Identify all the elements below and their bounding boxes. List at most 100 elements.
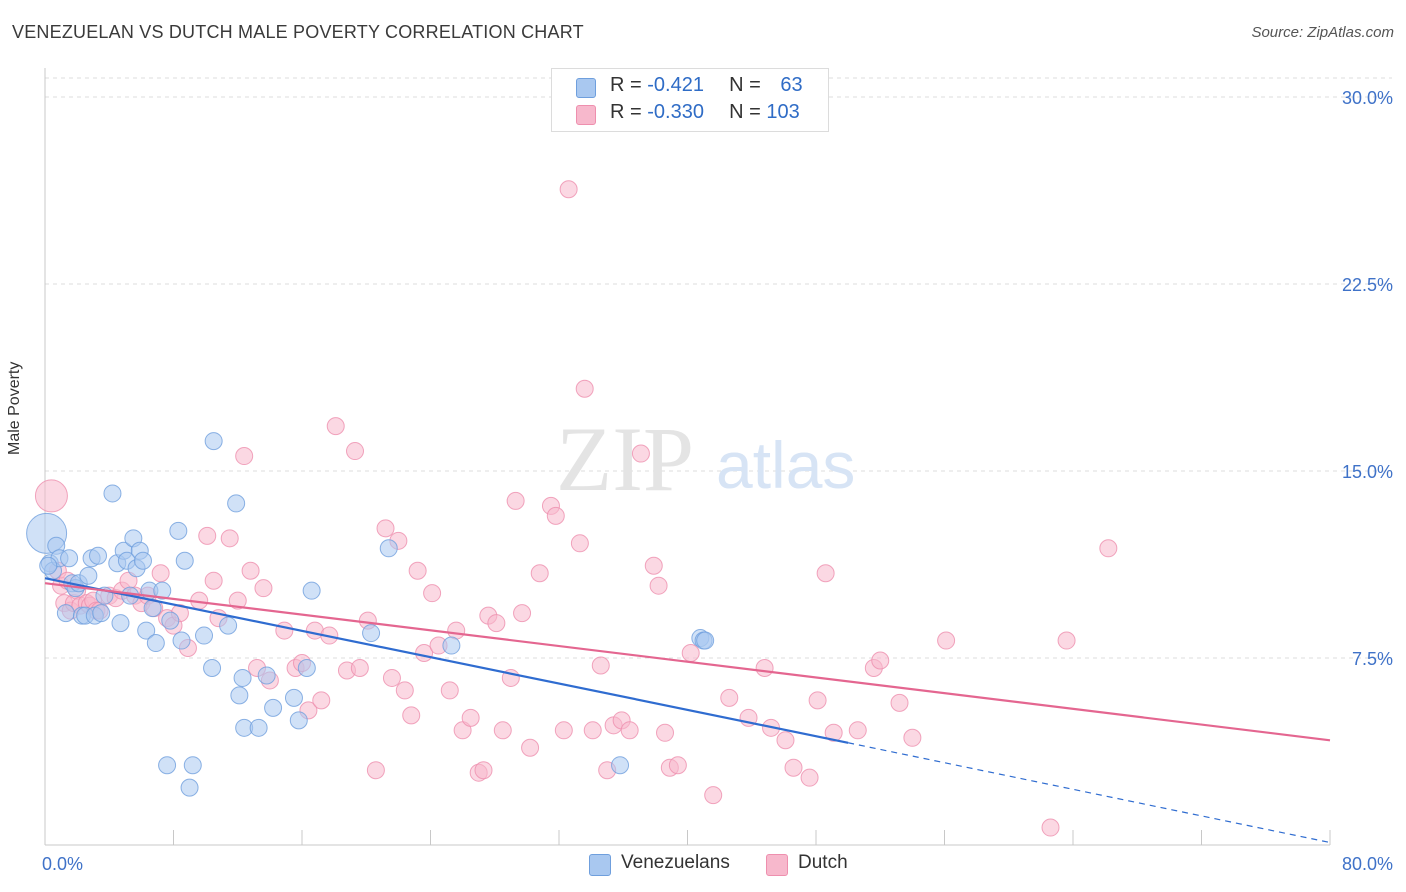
dutch-point bbox=[668, 756, 687, 775]
legend-swatch-dutch bbox=[576, 105, 596, 125]
dutch-point bbox=[903, 728, 922, 747]
dutch-point bbox=[808, 691, 827, 710]
y-tick-label: 7.5% bbox=[1352, 649, 1393, 669]
dutch-point bbox=[402, 706, 421, 725]
venezuelans-point bbox=[111, 614, 130, 633]
venezuelans-point bbox=[56, 604, 75, 623]
venezuelans-point bbox=[195, 626, 214, 645]
dutch-point bbox=[1057, 631, 1076, 650]
dutch-point bbox=[408, 561, 427, 580]
venezuelans-point bbox=[362, 624, 381, 643]
venezuelans-point bbox=[180, 778, 199, 797]
venezuelans-point bbox=[137, 621, 156, 640]
dutch-point bbox=[275, 621, 294, 640]
dutch-point bbox=[824, 723, 843, 742]
venezuelans-point bbox=[379, 539, 398, 558]
dutch-point bbox=[461, 708, 480, 727]
dutch-trendline bbox=[44, 582, 1331, 742]
legend-r-label: R = bbox=[610, 101, 648, 123]
legend-r-value-venezuelans: -0.421 bbox=[647, 74, 704, 96]
x-tick-label: 0.0% bbox=[42, 854, 83, 874]
watermark-zip: ZIP bbox=[556, 408, 694, 510]
dutch-point bbox=[204, 571, 223, 590]
venezuelans-point bbox=[204, 432, 223, 451]
dutch-point bbox=[649, 576, 668, 595]
dutch-point bbox=[376, 519, 395, 538]
legend-n-label: N = bbox=[729, 101, 767, 123]
venezuelans-point bbox=[133, 551, 152, 570]
dutch-point bbox=[1041, 818, 1060, 837]
dutch-point bbox=[776, 731, 795, 750]
dutch-point bbox=[937, 631, 956, 650]
dutch-point bbox=[487, 614, 506, 633]
dutch-point bbox=[583, 721, 602, 740]
dutch-point bbox=[366, 761, 385, 780]
y-tick-label: 30.0% bbox=[1342, 88, 1393, 108]
venezuelans-point bbox=[146, 634, 165, 653]
dutch-point bbox=[848, 721, 867, 740]
legend-swatch-venezuelans bbox=[576, 78, 596, 98]
dutch-point bbox=[228, 591, 247, 610]
venezuelans-point bbox=[233, 668, 252, 687]
dutch-point bbox=[631, 444, 650, 463]
venezuelans-point bbox=[172, 631, 191, 650]
dutch-point bbox=[554, 721, 573, 740]
watermark-atlas: atlas bbox=[716, 428, 855, 502]
venezuelans-point bbox=[39, 556, 58, 575]
dutch-point bbox=[346, 442, 365, 461]
dutch-point bbox=[546, 506, 565, 525]
dutch-point bbox=[755, 658, 774, 677]
dutch-point bbox=[591, 656, 610, 675]
venezuelans-point bbox=[89, 546, 108, 565]
venezuelans-point bbox=[169, 521, 188, 540]
venezuelans-point bbox=[203, 658, 222, 677]
venezuelans-point bbox=[219, 616, 238, 635]
venezuelans-point bbox=[158, 756, 177, 775]
venezuelans-point bbox=[249, 718, 268, 737]
legend-n-value-dutch: 103 bbox=[766, 101, 800, 123]
dutch-point bbox=[890, 693, 909, 712]
dutch-point bbox=[326, 417, 345, 436]
dutch-point bbox=[784, 758, 803, 777]
venezuelans-point bbox=[297, 658, 316, 677]
dutch-point bbox=[474, 761, 493, 780]
y-axis-label: Male Poverty bbox=[6, 361, 23, 455]
legend-label-dutch: Dutch bbox=[798, 852, 848, 873]
dutch-point bbox=[704, 786, 723, 805]
dutch-point bbox=[493, 721, 512, 740]
venezuelans-trendline-extension bbox=[848, 742, 1331, 844]
dutch-point bbox=[681, 644, 700, 663]
dutch-point bbox=[220, 529, 239, 548]
venezuelans-point bbox=[153, 581, 172, 600]
venezuelans-point bbox=[60, 549, 79, 568]
legend-swatch-dutch bbox=[766, 854, 788, 876]
legend-n-label: N = bbox=[729, 74, 767, 96]
venezuelans-point bbox=[442, 636, 461, 655]
trend-layer bbox=[44, 577, 1331, 844]
venezuelans-point bbox=[696, 631, 715, 650]
dutch-point bbox=[312, 691, 331, 710]
legend-r-value-dutch: -0.330 bbox=[647, 101, 704, 123]
venezuelans-point bbox=[161, 611, 180, 630]
dutch-point bbox=[816, 564, 835, 583]
source-label: Source: ZipAtlas.com bbox=[1251, 24, 1394, 41]
venezuelans-point bbox=[264, 698, 283, 717]
y-tick-label: 15.0% bbox=[1342, 462, 1393, 482]
dutch-point bbox=[447, 621, 466, 640]
dutch-point bbox=[1099, 539, 1118, 558]
dutch-point bbox=[440, 681, 459, 700]
legend-n-value-venezuelans: 63 bbox=[780, 74, 803, 96]
dutch-points bbox=[34, 180, 1118, 837]
dutch-point bbox=[198, 526, 217, 545]
dutch-point bbox=[656, 723, 675, 742]
venezuelans-point bbox=[175, 551, 194, 570]
venezuelans-point bbox=[257, 666, 276, 685]
tick-label-layer: 7.5% 15.0% 22.5% 30.0% 0.0% 80.0% bbox=[42, 88, 1393, 874]
dutch-point bbox=[506, 491, 525, 510]
axis-layer bbox=[44, 68, 1331, 846]
dutch-point bbox=[254, 579, 273, 598]
dutch-point bbox=[644, 556, 663, 575]
venezuelans-points bbox=[26, 432, 715, 797]
dutch-point bbox=[350, 658, 369, 677]
